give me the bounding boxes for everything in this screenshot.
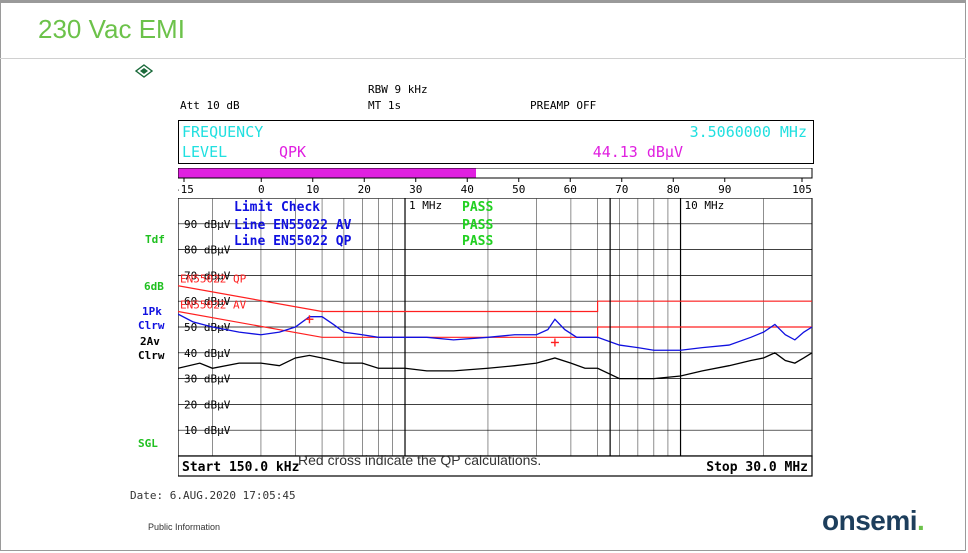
brand-dot: . (917, 505, 925, 536)
start-frequency-label: Start 150.0 kHz (182, 460, 299, 475)
limit-check-title: Limit Check (234, 200, 320, 215)
level-bar-tick-label: 70 (615, 183, 628, 196)
level-bar-tick-label: 30 (409, 183, 422, 196)
level-bar-tick-label: 50 (512, 183, 525, 196)
level-bar-tick-label: 90 (718, 183, 731, 196)
side-label-tdf: Tdf (145, 233, 165, 246)
limit-line-label: EN55022 QP (180, 273, 247, 286)
side-label-6db: 6dB (144, 280, 164, 293)
limit-line (178, 285, 812, 313)
level-bar-fill (178, 168, 477, 178)
marker-readout-box: FREQUENCY 3.5060000 MHz LEVEL QPK 44.13 … (178, 120, 814, 164)
marker-frequency-label: FREQUENCY (182, 123, 264, 141)
y-tick-label: 60 dBµV (184, 295, 231, 308)
side-label-1pk: 1Pk (142, 305, 162, 318)
y-tick-label: 80 dBµV (184, 244, 231, 257)
y-tick-label: 20 dBµV (184, 398, 231, 411)
side-label-clrw-2: Clrw (138, 349, 165, 362)
y-tick-label: 70 dBµV (184, 269, 231, 282)
y-tick-label: 90 dBµV (184, 218, 231, 231)
onsemi-logo: onsemi. (822, 505, 925, 537)
rbw-label: RBW 9 kHz (368, 83, 428, 96)
title-divider (0, 58, 966, 59)
slide-title: 230 Vac EMI (38, 14, 185, 44)
level-bar-tick-label: 10 (306, 183, 319, 196)
side-label-2av: 2Av (140, 335, 160, 348)
mt-label: MT 1s (368, 99, 402, 112)
level-bar-tick-label: 80 (667, 183, 680, 196)
limit-check-line-status: PASS (462, 234, 493, 249)
peak-trace (178, 313, 813, 351)
rohde-schwarz-logo-icon (135, 64, 153, 78)
decade-label: 10 MHz (685, 199, 725, 212)
limit-check-line: Line EN55022 QP (234, 234, 352, 249)
y-tick-label: 50 dBµV (184, 321, 231, 334)
att-label: Att 10 dB (180, 99, 240, 112)
level-bar-tick-label: 105 (792, 183, 812, 196)
stop-frequency-label: Stop 30.0 MHz (706, 460, 808, 475)
average-trace (178, 352, 813, 380)
limit-check-line-status: PASS (462, 218, 493, 233)
y-tick-label: 30 dBµV (184, 373, 231, 386)
marker-frequency-value: 3.5060000 MHz (689, 123, 807, 141)
level-bar-tick-label: 40 (461, 183, 474, 196)
emi-spectrum-chart: 1 MHz 10 MHz 90 dBµV 80 dBµV 70 dBµV 60 dBµV… (178, 198, 813, 477)
decade-label: 1 MHz (409, 199, 442, 212)
level-bar-tick-label: -15 (178, 183, 194, 196)
limit-check-line: Line EN55022 AV (234, 218, 352, 233)
level-bar: -15 0 10 20 30 40 50 60 70 80 90 105 (178, 168, 813, 196)
side-label-clrw-1: Clrw (138, 319, 165, 332)
level-bar-tick-label: 20 (358, 183, 371, 196)
level-bar-tick-label: 60 (564, 183, 577, 196)
public-information-label: Public Information (148, 522, 221, 532)
brand-name: onsemi (822, 505, 918, 536)
marker-level-label: LEVEL (182, 143, 228, 161)
limit-check-status: PASS (462, 200, 493, 215)
qp-caption: Red cross indicate the QP calculations. (298, 452, 542, 468)
marker-level-value: 44.13 dBµV (592, 143, 683, 161)
limit-line-label: EN55022 AV (180, 299, 247, 312)
y-tick-label: 10 dBµV (184, 424, 231, 437)
side-label-sgl: SGL (138, 437, 158, 450)
measurement-date: Date: 6.AUG.2020 17:05:45 (130, 489, 296, 502)
preamp-label: PREAMP OFF (530, 99, 597, 112)
level-bar-tick-label: 0 (258, 183, 265, 196)
marker-detector: QPK (279, 143, 307, 161)
y-tick-label: 40 dBµV (184, 347, 231, 360)
